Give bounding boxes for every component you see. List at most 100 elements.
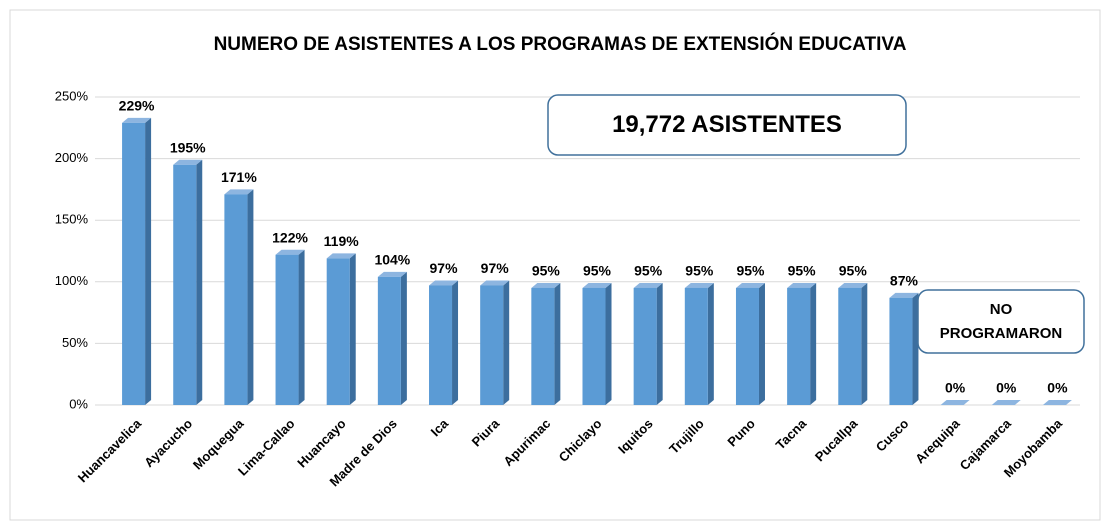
value-label: 95% (685, 263, 714, 279)
annotation-text: 19,772 ASISTENTES (612, 111, 842, 138)
value-label: 119% (324, 233, 360, 249)
annotation: NO PROGRAMARON (939, 300, 1063, 342)
bar (122, 117, 152, 405)
y-tick-label: 250% (55, 88, 89, 103)
value-label: 97% (430, 260, 459, 276)
value-label: 95% (736, 263, 765, 279)
annotation-box (547, 94, 907, 156)
bar (787, 282, 817, 405)
bar-side (349, 253, 356, 405)
bar-front (684, 287, 708, 405)
value-label: 97% (481, 260, 510, 276)
bar-top (940, 400, 970, 405)
value-label: 95% (532, 263, 561, 279)
y-tick-label: 200% (55, 150, 89, 165)
value-label: 87% (890, 273, 919, 289)
value-label: 229% (119, 98, 155, 114)
bar-front (122, 122, 146, 405)
bar-front (275, 254, 299, 405)
bar-side (452, 280, 459, 405)
bar-top (173, 159, 203, 165)
bar-front (735, 287, 759, 405)
bar (684, 282, 714, 405)
value-label: 0% (945, 380, 966, 396)
bar-side (503, 280, 510, 405)
value-label: 195% (170, 139, 206, 155)
bar-top (684, 282, 714, 288)
y-tick-label: 150% (55, 212, 89, 227)
bar-side (554, 282, 561, 405)
y-tick-label: 50% (62, 335, 88, 350)
bar-top (480, 280, 510, 286)
bar-side (707, 282, 714, 405)
bar-side (758, 282, 765, 405)
bar-front (633, 287, 657, 405)
bar-top (224, 189, 254, 195)
y-tick-label: 0% (69, 396, 88, 411)
value-label: 0% (996, 380, 1017, 396)
chart-title: NUMERO DE ASISTENTES A LOS PROGRAMAS DE … (214, 33, 907, 55)
value-label: 95% (788, 263, 817, 279)
bar-top (531, 282, 561, 288)
bar-side (196, 159, 203, 405)
bar-front (889, 297, 913, 405)
bar (326, 253, 356, 405)
bar-front (173, 164, 197, 405)
bar (633, 282, 663, 405)
bar (940, 400, 970, 406)
bar-side (810, 282, 817, 405)
bar-top (326, 253, 356, 259)
annotation-box (917, 289, 1085, 354)
bar (889, 292, 919, 405)
bar (275, 249, 305, 405)
bar (838, 282, 868, 405)
bar-front (480, 285, 504, 405)
bar-top (787, 282, 817, 288)
bar-top (735, 282, 765, 288)
bar (173, 159, 203, 405)
bar-front (429, 285, 453, 405)
bar-top (122, 117, 152, 123)
value-label: 104% (374, 252, 410, 268)
annotation-text: NO PROGRAMARON (939, 300, 1063, 342)
value-label: 0% (1047, 380, 1068, 396)
bar-front (838, 287, 862, 405)
bar-front (531, 287, 555, 405)
bar-top (991, 400, 1021, 405)
bar-side (912, 292, 919, 405)
bar-top (377, 271, 407, 277)
bar (735, 282, 765, 405)
bar-side (145, 117, 152, 405)
bar-front (377, 276, 401, 405)
bar (531, 282, 561, 405)
bar-top (633, 282, 663, 288)
bar-side (298, 249, 305, 405)
bar (429, 280, 459, 405)
bar-top (275, 249, 305, 255)
bar-side (861, 282, 868, 405)
bar-side (656, 282, 663, 405)
bar-top (582, 282, 612, 288)
bar (1042, 400, 1072, 406)
bar (480, 280, 510, 405)
value-label: 95% (634, 263, 663, 279)
bar-side (247, 189, 254, 405)
bar (582, 282, 612, 405)
bar (377, 271, 407, 405)
y-tick-label: 100% (55, 273, 89, 288)
value-label: 95% (583, 263, 612, 279)
bar-front (582, 287, 606, 405)
bar-top (889, 292, 919, 298)
bar-front (787, 287, 811, 405)
bar-front (224, 194, 248, 405)
value-label: 171% (221, 169, 257, 185)
value-label: 122% (272, 229, 308, 245)
bar-side (400, 271, 407, 405)
bar (224, 189, 254, 405)
bar-top (838, 282, 868, 288)
value-label: 95% (839, 263, 868, 279)
bar (991, 400, 1021, 406)
bar-side (605, 282, 612, 405)
annotation: 19,772 ASISTENTES (612, 111, 842, 138)
